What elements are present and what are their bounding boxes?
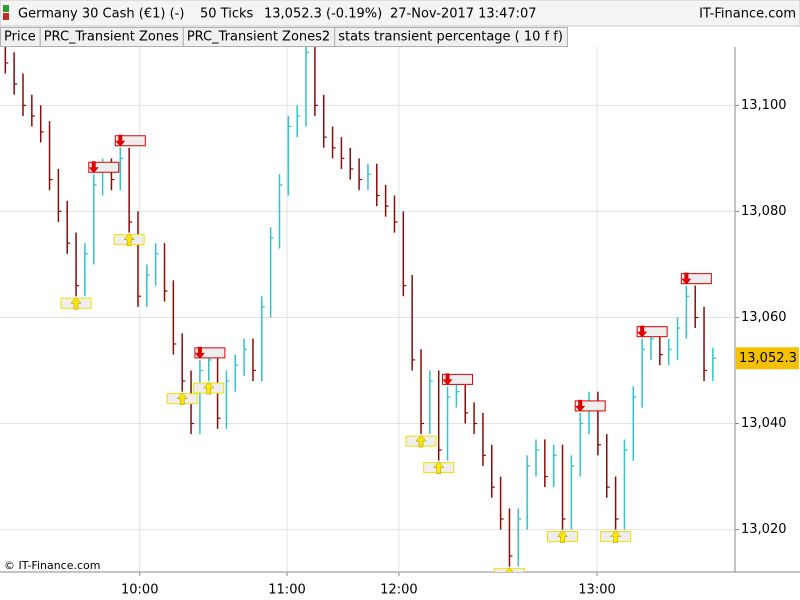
y-tick-label: 13,080 xyxy=(741,204,787,219)
up-arrow xyxy=(505,567,514,572)
buy-signal xyxy=(193,381,225,395)
plot-area xyxy=(0,47,735,572)
sell-signal xyxy=(636,325,668,338)
buy-signal xyxy=(405,434,437,448)
down-arrow xyxy=(115,134,126,147)
tab-label: Price xyxy=(4,30,36,45)
header-bar xyxy=(0,0,800,27)
sell-signal xyxy=(680,272,712,285)
up-arrow xyxy=(610,530,622,543)
up-arrow xyxy=(70,296,82,310)
down-arrow xyxy=(194,346,205,359)
up-arrow xyxy=(556,530,569,543)
status-icon xyxy=(3,5,9,12)
last-price-box xyxy=(736,347,799,370)
down-arrow xyxy=(442,373,453,386)
y-tick-label: 13,060 xyxy=(741,310,787,325)
x-tick-label: 11:00 xyxy=(268,583,305,598)
y-tick-label: 13,020 xyxy=(741,522,787,537)
down-arrow xyxy=(681,272,692,285)
instrument: Germany 30 Cash (€1) (-) xyxy=(18,7,184,22)
tab-label: stats transient percentage ( 10 f f) xyxy=(338,30,563,45)
buy-signal xyxy=(60,296,92,310)
buy-signal xyxy=(113,233,145,246)
sell-signal xyxy=(442,373,474,386)
status-icon xyxy=(3,13,9,20)
tabs: Price PRC_Transient Zones PRC_Transient Zo… xyxy=(0,27,568,47)
copyright: © IT-Finance.com xyxy=(4,559,101,572)
buy-signal xyxy=(493,567,525,572)
sell-signal xyxy=(574,399,606,412)
tab xyxy=(334,27,568,47)
buy-signal xyxy=(166,392,198,405)
up-arrow xyxy=(415,434,427,448)
up-arrow xyxy=(176,392,188,405)
sell-signal xyxy=(194,346,226,359)
down-arrow xyxy=(575,399,586,412)
buy-signal xyxy=(600,530,632,543)
y-tick-label: 13,100 xyxy=(741,98,787,113)
sell-signal xyxy=(114,134,146,147)
y-tick-label: 13,040 xyxy=(741,416,787,431)
last-price-label: 13,052.3 xyxy=(739,351,797,366)
brand: IT-Finance.com xyxy=(699,7,796,22)
up-arrow xyxy=(123,233,135,246)
buy-signal xyxy=(423,461,455,474)
tab-label: PRC_Transient Zones2 xyxy=(187,30,330,45)
datetime: 27-Nov-2017 13:47:07 xyxy=(390,7,537,22)
tab-label: PRC_Transient Zones xyxy=(44,30,179,45)
last-price-text: 13,052.3 (-0.19%) xyxy=(264,7,382,22)
sell-signal xyxy=(88,161,120,174)
x-tick-label: 10:00 xyxy=(121,583,158,598)
buy-signal xyxy=(547,530,579,543)
x-tick-label: 13:00 xyxy=(578,583,615,598)
timeframe: 50 Ticks xyxy=(200,7,254,22)
up-arrow xyxy=(433,461,445,474)
x-tick-label: 12:00 xyxy=(380,583,417,598)
down-arrow xyxy=(88,161,99,174)
down-arrow xyxy=(637,325,648,338)
up-arrow xyxy=(203,381,215,395)
